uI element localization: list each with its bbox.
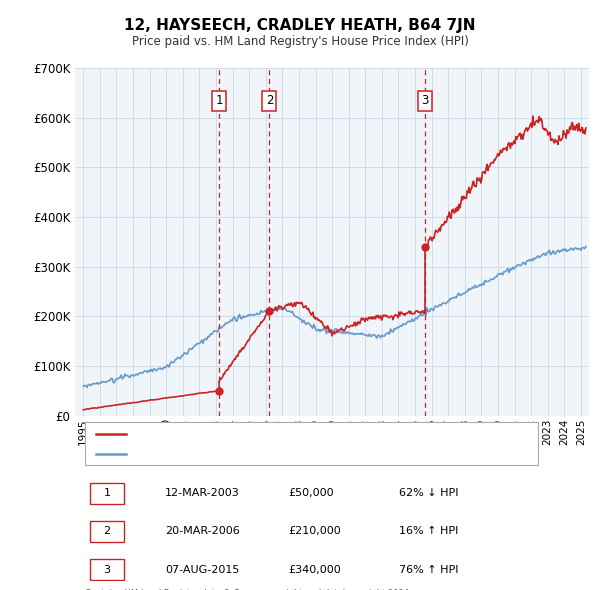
Text: 12, HAYSEECH, CRADLEY HEATH, B64 7JN (detached house): 12, HAYSEECH, CRADLEY HEATH, B64 7JN (de…: [139, 429, 449, 439]
Text: £340,000: £340,000: [289, 565, 341, 575]
Text: £210,000: £210,000: [289, 526, 341, 536]
Text: 20-MAR-2006: 20-MAR-2006: [165, 526, 240, 536]
Text: 12, HAYSEECH, CRADLEY HEATH, B64 7JN: 12, HAYSEECH, CRADLEY HEATH, B64 7JN: [124, 18, 476, 33]
Text: 76% ↑ HPI: 76% ↑ HPI: [399, 565, 458, 575]
FancyBboxPatch shape: [91, 521, 124, 542]
FancyBboxPatch shape: [85, 422, 538, 466]
Text: 2: 2: [266, 94, 273, 107]
FancyBboxPatch shape: [91, 483, 124, 504]
Text: Price paid vs. HM Land Registry's House Price Index (HPI): Price paid vs. HM Land Registry's House …: [131, 35, 469, 48]
Text: 3: 3: [104, 565, 110, 575]
Text: 3: 3: [421, 94, 428, 107]
FancyBboxPatch shape: [91, 559, 124, 581]
Text: 12-MAR-2003: 12-MAR-2003: [165, 489, 240, 499]
Text: 1: 1: [104, 489, 110, 499]
Text: 2: 2: [104, 526, 111, 536]
Text: 16% ↑ HPI: 16% ↑ HPI: [399, 526, 458, 536]
Text: 1: 1: [215, 94, 223, 107]
Text: HPI: Average price, detached house, Sandwell: HPI: Average price, detached house, Sand…: [139, 450, 379, 460]
Text: 62% ↓ HPI: 62% ↓ HPI: [399, 489, 458, 499]
Text: 07-AUG-2015: 07-AUG-2015: [165, 565, 239, 575]
Text: £50,000: £50,000: [289, 489, 334, 499]
